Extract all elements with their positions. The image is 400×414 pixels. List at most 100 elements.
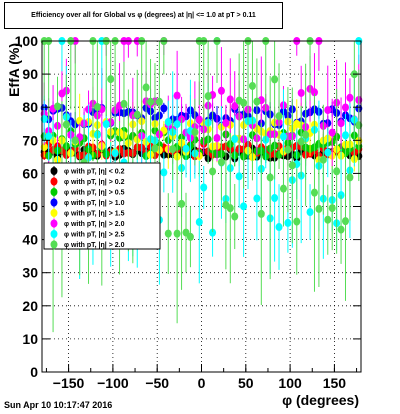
marker	[310, 188, 318, 197]
marker	[133, 110, 141, 119]
legend-entry: φ with pT, |η| > 2.0	[50, 218, 125, 229]
marker	[200, 183, 208, 192]
legend: φ with pT, |η| < 0.2 φ with pT, |η| > 0.2…	[43, 162, 161, 250]
y-tick-label: 40	[22, 232, 38, 248]
data-point	[186, 206, 194, 268]
marker	[324, 106, 332, 115]
legend-box	[43, 162, 161, 250]
marker	[213, 134, 221, 143]
marker	[164, 117, 172, 126]
marker	[337, 119, 345, 128]
marker	[54, 102, 62, 111]
data-point	[253, 156, 261, 241]
data-point	[275, 63, 283, 170]
data-point	[107, 41, 115, 140]
marker	[315, 204, 323, 213]
x-tick-label: −150	[53, 375, 85, 391]
data-point	[222, 104, 230, 142]
legend-swatch	[50, 177, 58, 186]
y-tick-label: 60	[22, 165, 38, 181]
marker	[337, 191, 345, 200]
data-point	[160, 37, 168, 75]
data-point	[226, 133, 234, 284]
data-point	[341, 141, 349, 301]
marker	[341, 103, 349, 112]
data-point	[182, 119, 190, 178]
data-point	[293, 168, 301, 275]
marker	[288, 161, 296, 170]
marker	[248, 81, 256, 90]
data-point	[124, 37, 132, 58]
data-point	[297, 105, 305, 178]
y-tick-label: 30	[22, 265, 38, 281]
data-point	[147, 58, 155, 145]
data-point	[195, 37, 203, 106]
legend-label: φ with pT, |η| > 0.2	[64, 179, 125, 186]
marker	[107, 75, 115, 84]
marker	[328, 128, 336, 137]
y-tick-label: 20	[22, 298, 38, 314]
data-point	[319, 104, 327, 215]
legend-entry: φ with pT, |η| > 0.5	[50, 187, 125, 197]
marker	[297, 137, 305, 146]
data-point	[306, 184, 314, 240]
data-point	[271, 41, 279, 180]
marker	[284, 145, 292, 154]
marker	[217, 158, 225, 167]
data-point	[315, 130, 323, 288]
data-point	[337, 195, 345, 264]
marker	[271, 193, 279, 202]
data-point	[164, 100, 172, 144]
marker	[328, 204, 336, 213]
data-point	[195, 160, 203, 284]
y-tick-label: 0	[30, 364, 38, 380]
data-point	[173, 98, 181, 150]
marker	[341, 131, 349, 140]
marker	[275, 112, 283, 121]
marker	[191, 128, 199, 137]
data-point	[160, 152, 168, 193]
marker	[155, 97, 163, 106]
marker	[164, 229, 172, 238]
data-point	[324, 184, 332, 255]
legend-swatch	[50, 209, 58, 217]
data-point	[333, 88, 341, 254]
marker	[279, 132, 287, 141]
data-point	[240, 41, 248, 189]
data-point	[275, 184, 283, 270]
marker	[195, 115, 203, 124]
data-point	[248, 41, 256, 181]
marker	[231, 135, 239, 144]
x-tick-label: −100	[97, 375, 129, 391]
legend-label: φ with pT, |η| > 0.5	[64, 190, 125, 197]
y-tick-label: 90	[22, 66, 38, 82]
y-axis-label: EffA (%)	[6, 43, 22, 97]
axis-ticks: −150 −100 −50 0 50 100 150 0 10 20 30 40 50 60 70 80 90 1…	[15, 33, 361, 391]
data-point	[288, 87, 296, 244]
data-point	[191, 98, 199, 166]
marker	[204, 92, 212, 101]
marker	[45, 132, 53, 141]
data-point	[200, 165, 208, 209]
marker	[253, 97, 261, 106]
x-tick-label: −50	[145, 375, 169, 391]
marker	[169, 145, 177, 154]
legend-entry: φ with pT, |η| < 0.2	[50, 166, 125, 176]
marker	[297, 88, 305, 97]
data-point	[315, 37, 323, 71]
data-point	[93, 41, 101, 183]
legend-swatch	[50, 219, 58, 228]
data-point	[346, 134, 354, 221]
marker	[93, 103, 101, 112]
legend-swatch	[50, 188, 58, 196]
marker	[337, 225, 345, 234]
x-tick-label: 0	[198, 375, 206, 391]
legend-swatch	[50, 240, 58, 249]
data-point	[279, 150, 287, 227]
data-point	[231, 115, 239, 163]
marker	[240, 202, 248, 211]
data-point	[284, 87, 292, 213]
marker	[231, 212, 239, 221]
marker	[160, 168, 168, 177]
data-point	[54, 76, 62, 137]
